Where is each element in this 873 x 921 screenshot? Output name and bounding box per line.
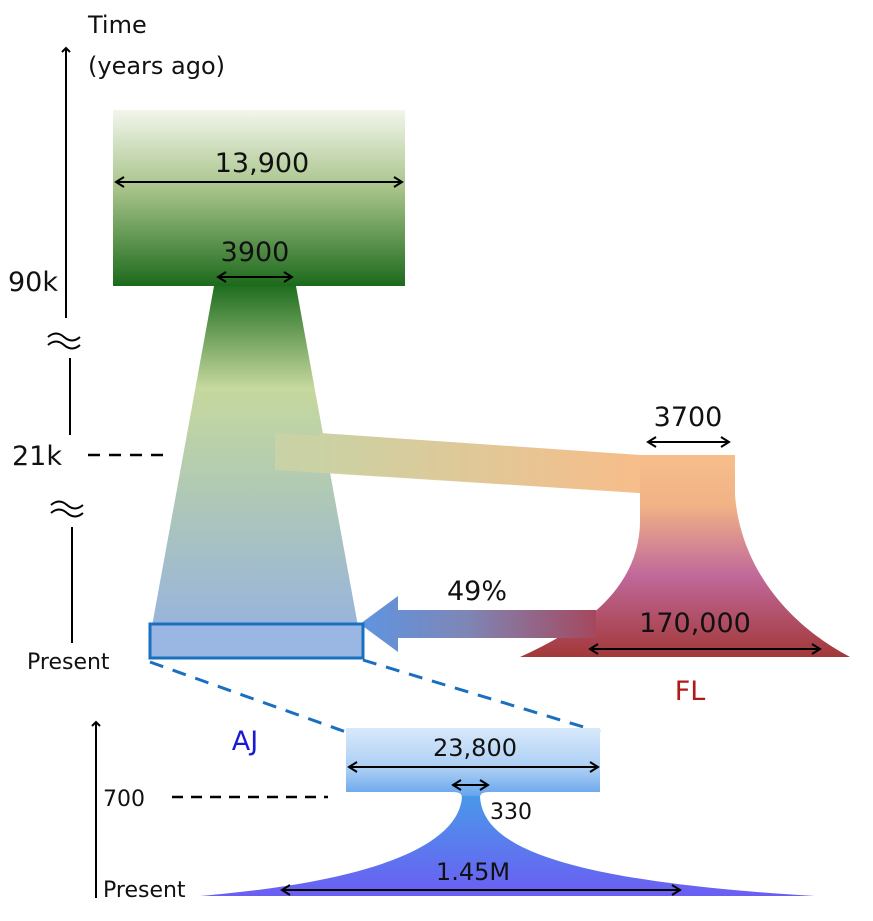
aj-founder-width-label: 23,800	[433, 734, 517, 762]
ancestral-block	[113, 110, 405, 286]
fl-founder-width-label: 3700	[654, 402, 723, 433]
tick-90k: 90k	[8, 267, 58, 298]
aj-tick-present: Present	[103, 878, 186, 903]
bottleneck-width-label: 3900	[221, 237, 290, 268]
admixture-proportion-label: 49%	[447, 576, 507, 607]
ancestral-population: 13,900 3900	[113, 110, 405, 286]
tick-present: Present	[27, 650, 110, 675]
aj-label: AJ	[232, 726, 258, 757]
trunk-lineage	[152, 286, 358, 626]
zoom-line-left	[149, 660, 347, 734]
tick-21k: 21k	[12, 441, 62, 472]
time-axis: Time (years ago) 90k 21k Present	[8, 11, 225, 675]
admixture-arrow: 49%	[360, 576, 596, 652]
axis-title-time: Time	[87, 11, 147, 39]
founding-migration-band-edge	[300, 433, 640, 493]
fl-population-shape	[520, 455, 850, 657]
axis-break-icon	[47, 332, 81, 350]
aj-expansion-shape	[200, 796, 815, 896]
tick-700: 700	[103, 787, 145, 812]
axis-title-unit: (years ago)	[88, 52, 225, 80]
aj-highlight-box	[148, 622, 365, 660]
ancestral-width-label: 13,900	[215, 148, 309, 179]
fl-label: FL	[675, 676, 706, 707]
aj-current-width-label: 1.45M	[436, 858, 510, 886]
fl-population: 3700 170,000 FL	[520, 402, 850, 707]
aj-bottleneck-label: 330	[490, 800, 532, 825]
zoom-line-right	[362, 658, 601, 734]
fl-current-width-label: 170,000	[639, 608, 751, 639]
aj-inset: AJ 700 23,800 330 1.45M Present	[91, 720, 815, 903]
admixture-arrow-shape	[360, 596, 596, 652]
axis-break-icon	[50, 500, 84, 518]
